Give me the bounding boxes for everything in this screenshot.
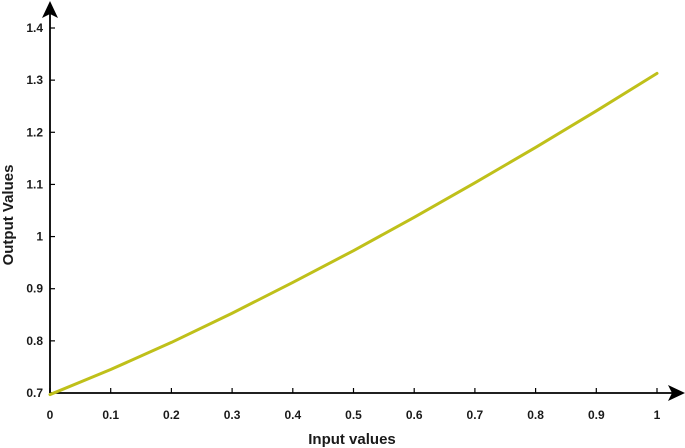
axes: [42, 1, 685, 401]
y-tick-label: 1.2: [26, 125, 43, 139]
x-tick-label: 0.7: [467, 408, 484, 422]
x-tick-label: 0: [47, 408, 54, 422]
x-tick-label: 0.5: [345, 408, 362, 422]
x-tick-label: 0.2: [163, 408, 180, 422]
y-tick-label: 1.4: [26, 21, 43, 35]
ticks: 0 0.1 0.2 0.3 0.4 0.5 0.6 0.7 0.8 0.9 1 0.7 0.8 0.9 1 1…: [26, 21, 660, 422]
y-axis-title: Output Values: [0, 165, 17, 266]
y-tick-label: 1.3: [26, 73, 43, 87]
y-tick-label: 1: [36, 230, 43, 244]
y-tick-label: 0.9: [26, 282, 43, 296]
x-tick-label: 0.9: [588, 408, 605, 422]
x-tick-label: 1: [654, 408, 661, 422]
y-tick-label: 0.8: [26, 334, 43, 348]
series: [48, 71, 659, 397]
y-axis-arrow: [42, 1, 58, 18]
x-tick-label: 0.1: [102, 408, 119, 422]
x-axis-arrow: [668, 385, 685, 401]
series-line: [48, 71, 659, 397]
y-tick-label: 1.1: [26, 177, 43, 191]
x-tick-label: 0.3: [224, 408, 241, 422]
x-axis-title: Input values: [308, 431, 396, 448]
y-tick-label: 0.7: [26, 386, 43, 400]
x-tick-label: 0.4: [284, 408, 301, 422]
x-tick-label: 0.8: [527, 408, 544, 422]
x-tick-label: 0.6: [406, 408, 423, 422]
